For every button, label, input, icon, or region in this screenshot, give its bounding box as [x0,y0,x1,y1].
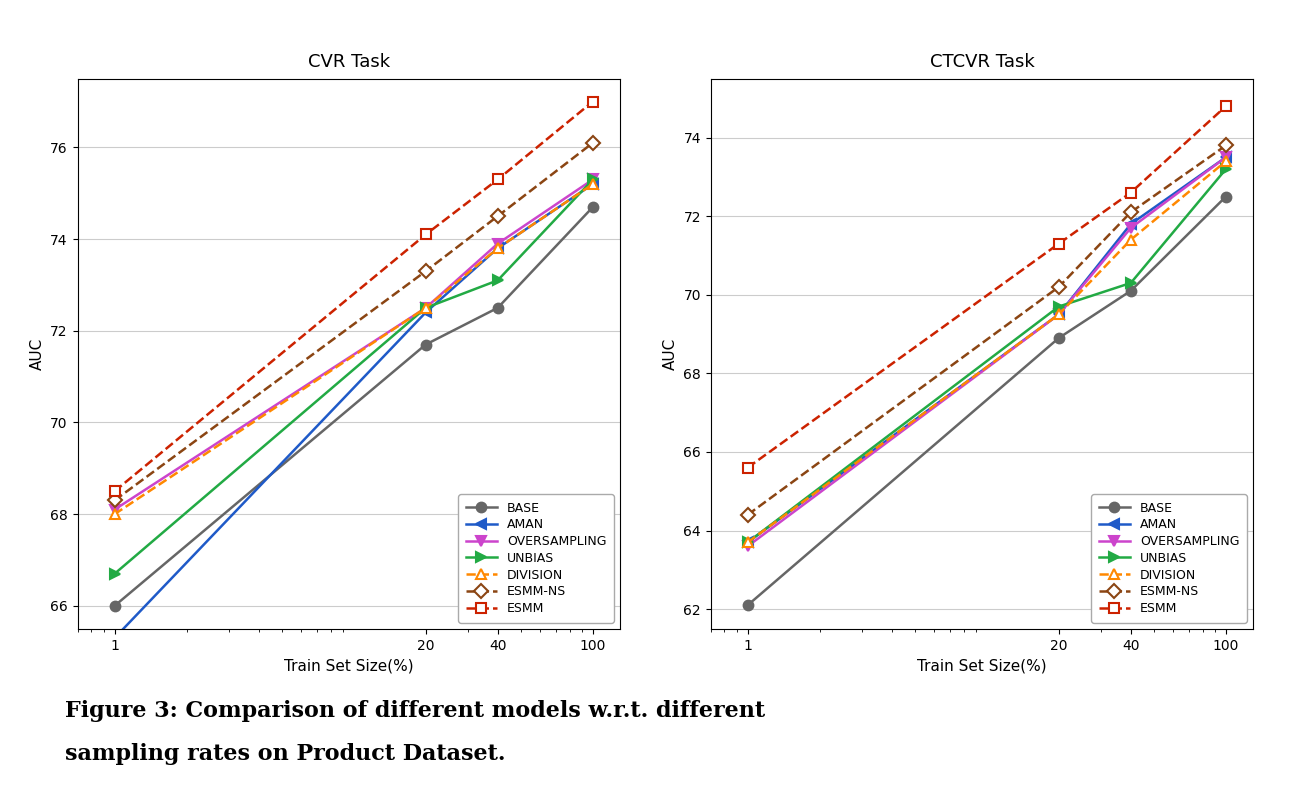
Text: sampling rates on Product Dataset.: sampling rates on Product Dataset. [65,743,505,765]
OVERSAMPLING [419,303,434,313]
DIVISION [107,509,123,519]
AMAN [740,538,756,547]
Title: CTCVR Task: CTCVR Task [929,53,1035,72]
ESMM-NS [419,266,434,276]
AMAN [585,179,601,189]
BASE [419,340,434,349]
Y-axis label: AUC: AUC [663,337,677,370]
Line: AMAN: AMAN [743,152,1231,547]
Line: ESMM-NS: ESMM-NS [110,138,598,505]
ESMM [585,97,601,106]
Line: UNBIAS: UNBIAS [743,164,1231,547]
Y-axis label: AUC: AUC [30,337,44,370]
Line: ESMM: ESMM [743,101,1231,472]
UNBIAS [740,538,756,547]
UNBIAS [585,174,601,184]
ESMM [740,463,756,472]
ESMM-NS [740,510,756,520]
AMAN [490,244,505,253]
UNBIAS [419,303,434,313]
X-axis label: Train Set Size(%): Train Set Size(%) [284,658,413,673]
OVERSAMPLING [490,239,505,248]
UNBIAS [107,569,123,578]
ESMM [490,174,505,184]
DIVISION [490,244,505,253]
AMAN [1123,219,1138,229]
Legend: BASE, AMAN, OVERSAMPLING, UNBIAS, DIVISION, ESMM-NS, ESMM: BASE, AMAN, OVERSAMPLING, UNBIAS, DIVISI… [1092,494,1247,623]
BASE [585,202,601,211]
DIVISION [1123,235,1138,244]
Line: DIVISION: DIVISION [743,156,1231,547]
OVERSAMPLING [1218,152,1234,162]
ESMM [1218,101,1234,111]
OVERSAMPLING [1123,223,1138,233]
DIVISION [419,303,434,313]
AMAN [1052,310,1067,319]
AMAN [419,307,434,317]
BASE [490,303,505,313]
AMAN [107,634,123,643]
UNBIAS [1123,278,1138,288]
Legend: BASE, AMAN, OVERSAMPLING, UNBIAS, DIVISION, ESMM-NS, ESMM: BASE, AMAN, OVERSAMPLING, UNBIAS, DIVISI… [459,494,614,623]
Title: CVR Task: CVR Task [307,53,390,72]
Line: ESMM: ESMM [110,97,598,496]
ESMM-NS [1218,141,1234,150]
OVERSAMPLING [740,542,756,551]
OVERSAMPLING [585,174,601,184]
BASE [1123,286,1138,296]
DIVISION [1218,156,1234,166]
ESMM [1052,239,1067,248]
Line: UNBIAS: UNBIAS [110,174,598,578]
BASE [1218,192,1234,201]
Line: OVERSAMPLING: OVERSAMPLING [743,152,1231,551]
ESMM [107,487,123,496]
BASE [740,601,756,610]
ESMM-NS [1052,282,1067,292]
ESMM [419,230,434,239]
DIVISION [585,179,601,189]
BASE [107,601,123,611]
Line: BASE: BASE [743,192,1231,610]
UNBIAS [490,276,505,285]
UNBIAS [1218,164,1234,174]
ESMM-NS [1123,208,1138,217]
Line: DIVISION: DIVISION [110,179,598,519]
ESMM-NS [585,138,601,148]
Line: AMAN: AMAN [110,179,598,643]
ESMM [1123,188,1138,197]
AMAN [1218,152,1234,162]
Line: BASE: BASE [110,202,598,611]
OVERSAMPLING [107,505,123,514]
UNBIAS [1052,302,1067,311]
BASE [1052,333,1067,343]
DIVISION [1052,310,1067,319]
DIVISION [740,538,756,547]
X-axis label: Train Set Size(%): Train Set Size(%) [917,658,1047,673]
OVERSAMPLING [1052,310,1067,319]
Text: Figure 3: Comparison of different models w.r.t. different: Figure 3: Comparison of different models… [65,700,765,722]
Line: OVERSAMPLING: OVERSAMPLING [110,174,598,515]
ESMM-NS [490,211,505,221]
Line: ESMM-NS: ESMM-NS [743,141,1231,520]
ESMM-NS [107,496,123,505]
